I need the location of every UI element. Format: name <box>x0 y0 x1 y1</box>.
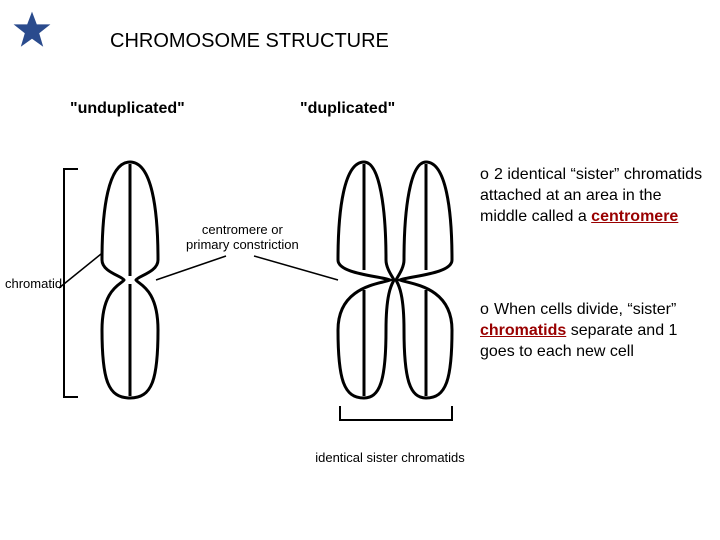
bullet-1-text: 2 identical “sister” chromatids attached… <box>480 166 702 225</box>
bullet-marker: o <box>480 300 494 321</box>
column-header-unduplicated: "unduplicated" <box>70 100 185 118</box>
slide-canvas: CHROMOSOME STRUCTURE "unduplicated" "dup… <box>0 0 720 540</box>
chromosome-duplicated <box>330 160 460 400</box>
chromatid-pointer <box>55 250 105 290</box>
chromatid-label: chromatid <box>5 276 62 291</box>
centromere-pointer-right <box>252 254 342 284</box>
centromere-pointer-left <box>150 254 230 284</box>
bullet-1: o2 identical “sister” chromatids attache… <box>480 165 710 227</box>
bullet-marker: o <box>480 165 494 186</box>
centromere-label: centromere or primary constriction <box>186 222 299 252</box>
bullet-2: oWhen cells divide, “sister” chromatids … <box>480 300 710 362</box>
bullet-2-text: When cells divide, “sister” chromatids s… <box>480 301 677 360</box>
column-header-duplicated: "duplicated" <box>300 100 395 118</box>
diagram-title: CHROMOSOME STRUCTURE <box>110 30 389 53</box>
identical-sister-chromatids-label: identical sister chromatids <box>260 450 520 465</box>
star-icon <box>12 10 52 50</box>
sister-chromatids-bracket <box>338 404 454 424</box>
